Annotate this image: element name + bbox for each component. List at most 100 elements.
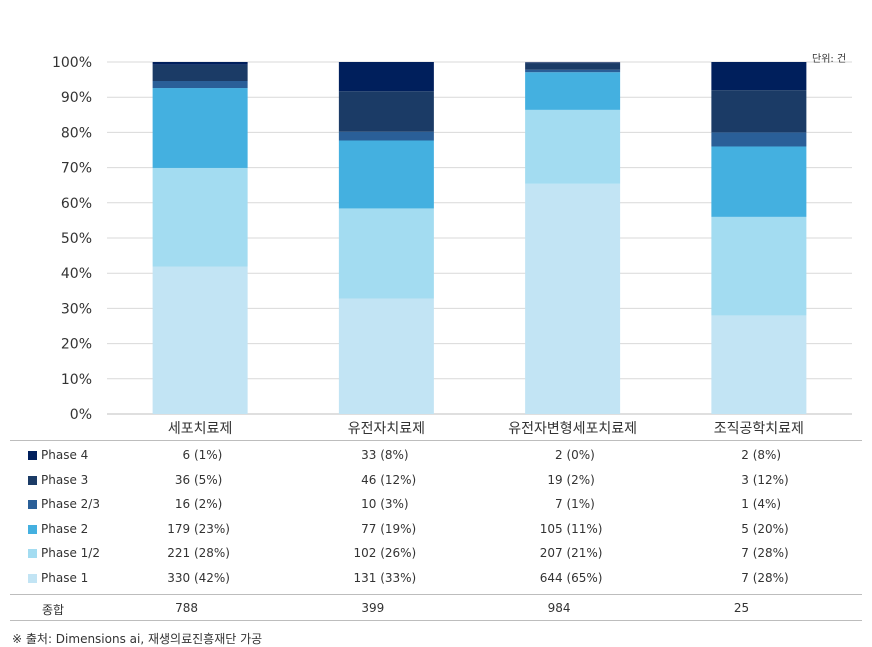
cell-percent: (20%) xyxy=(748,521,789,536)
source-note: ※ 출처: Dimensions ai, 재생의료진흥재단 가공 xyxy=(12,632,263,646)
table-cell: 5 (20%) xyxy=(719,522,789,536)
cell-count: 1 xyxy=(741,497,749,511)
total-label: 종합 xyxy=(42,603,65,617)
table-cell: 2 (0%) xyxy=(533,448,595,462)
table-cell: 644 (65%) xyxy=(533,571,603,585)
table-cell: 102 (26%) xyxy=(346,546,416,560)
bar-segment xyxy=(525,69,621,73)
table-row: Phase 2 179 (23%) 77 (19%) 105 (11%) 5 (20%) xyxy=(10,518,862,542)
cell-percent: (12%) xyxy=(748,472,789,487)
cell-percent: (28%) xyxy=(748,546,789,560)
cell-count: 19 xyxy=(547,472,563,487)
cell-percent: (2%) xyxy=(562,472,595,487)
bar-segment xyxy=(152,62,248,65)
cell-count: 2 xyxy=(741,448,749,462)
y-tick-label: 40% xyxy=(61,266,92,282)
legend-swatch xyxy=(28,475,37,485)
x-tick-label: 유전자치료제 xyxy=(348,421,425,437)
table-cell: 46 (12%) xyxy=(346,473,416,487)
cell-percent: (42%) xyxy=(190,570,230,585)
table-cell: 7 (28%) xyxy=(719,571,789,585)
cell-percent: (8%) xyxy=(748,448,782,462)
total-value: 25 xyxy=(733,601,750,615)
cell-count: 7 xyxy=(554,497,563,511)
bar-segment xyxy=(525,183,621,414)
legend-label: Phase 4 xyxy=(41,448,89,462)
cell-percent: (19%) xyxy=(376,521,417,536)
cell-count: 3 xyxy=(741,472,749,487)
table-cell: 105 (11%) xyxy=(533,522,603,536)
cell-percent: (21%) xyxy=(562,546,603,560)
bar-segment xyxy=(525,63,621,70)
legend-label: Phase 3 xyxy=(41,472,89,487)
cell-count: 5 xyxy=(741,521,749,536)
cell-count: 33 xyxy=(361,448,377,462)
x-tick-label: 조직공학치료제 xyxy=(714,421,804,437)
cell-percent: (11%) xyxy=(562,521,603,536)
cell-percent: (0%) xyxy=(562,448,595,462)
cell-percent: (1%) xyxy=(190,448,223,462)
cell-percent: (5%) xyxy=(190,472,223,487)
cell-count: 179 xyxy=(167,521,191,536)
y-tick-label: 70% xyxy=(61,161,92,177)
cell-count: 7 xyxy=(741,570,749,585)
bar-segment xyxy=(338,208,434,299)
cell-count: 6 xyxy=(182,448,191,462)
cell-count: 207 xyxy=(539,546,563,560)
cell-count: 7 xyxy=(741,546,749,560)
cell-percent: (12%) xyxy=(376,472,417,487)
table-cell: 16 (2%) xyxy=(160,497,223,511)
bar-segment xyxy=(338,140,434,209)
y-tick-label: 100% xyxy=(52,55,92,71)
bar-segment xyxy=(711,146,807,217)
bar-segment xyxy=(711,132,807,147)
legend-swatch xyxy=(28,549,37,558)
table-cell: 10 (3%) xyxy=(346,497,409,511)
cell-count: 102 xyxy=(353,546,377,560)
bar-segment xyxy=(525,109,621,184)
cell-percent: (4%) xyxy=(748,497,782,511)
x-tick-label: 세포치료제 xyxy=(168,421,232,437)
table-cell: 221 (28%) xyxy=(160,546,230,560)
table-cell: 6 (1%) xyxy=(160,448,222,462)
stacked-bar-chart: 0% 10% 20% 30% 40% 50% 60% 70% 80% 90% 100% 세포치료제 유전… xyxy=(52,55,852,437)
cell-percent: (23%) xyxy=(190,521,230,536)
y-tick-label: 90% xyxy=(61,90,92,106)
legend-swatch xyxy=(28,451,37,460)
legend-label: Phase 2 xyxy=(41,521,89,536)
cell-count: 46 xyxy=(361,472,377,487)
table-top-line xyxy=(10,440,862,441)
table-cell: 36 (5%) xyxy=(160,472,223,487)
bar-segment xyxy=(711,62,807,91)
cell-percent: (65%) xyxy=(562,570,603,585)
legend-label: Phase 2/3 xyxy=(41,497,100,511)
total-row: 종합 788 399 984 25 xyxy=(10,598,862,620)
total-value: 984 xyxy=(547,601,571,615)
cell-percent: (3%) xyxy=(376,497,409,511)
cell-percent: (2%) xyxy=(190,497,223,511)
table-cell: 3 (12%) xyxy=(719,473,789,487)
table-cell: 7 (28%) xyxy=(719,546,789,560)
bar-segment xyxy=(711,216,807,316)
table-cell: 19 (2%) xyxy=(533,473,595,487)
table-bottom-line xyxy=(10,620,862,621)
cell-count: 221 xyxy=(167,546,191,560)
table-cell: 131 (33%) xyxy=(346,571,416,585)
cell-percent: (26%) xyxy=(376,546,417,560)
bar-segment xyxy=(338,62,434,92)
table-row: Phase 1 330 (42%) 131 (33%) 644 (65%) 7 (28%… xyxy=(10,567,862,591)
bar-segment xyxy=(525,72,621,110)
bar-segment xyxy=(711,90,807,133)
cell-percent: (8%) xyxy=(376,448,409,462)
y-tick-label: 10% xyxy=(61,372,92,388)
legend-swatch xyxy=(28,573,37,583)
bar-segment xyxy=(338,91,434,132)
table-cell: 33 (8%) xyxy=(346,448,409,462)
bar-segment xyxy=(338,131,434,141)
cell-count: 131 xyxy=(353,570,377,585)
y-tick-label: 80% xyxy=(61,125,92,141)
bar-segment xyxy=(152,167,248,267)
bar-segment xyxy=(525,62,621,64)
y-tick-label: 60% xyxy=(61,196,92,212)
cell-count: 330 xyxy=(167,570,191,585)
